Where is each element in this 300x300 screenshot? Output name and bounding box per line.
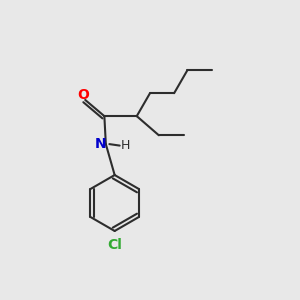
Text: Cl: Cl — [107, 238, 122, 252]
Text: H: H — [120, 139, 130, 152]
Text: O: O — [77, 88, 89, 102]
Text: N: N — [95, 137, 106, 151]
